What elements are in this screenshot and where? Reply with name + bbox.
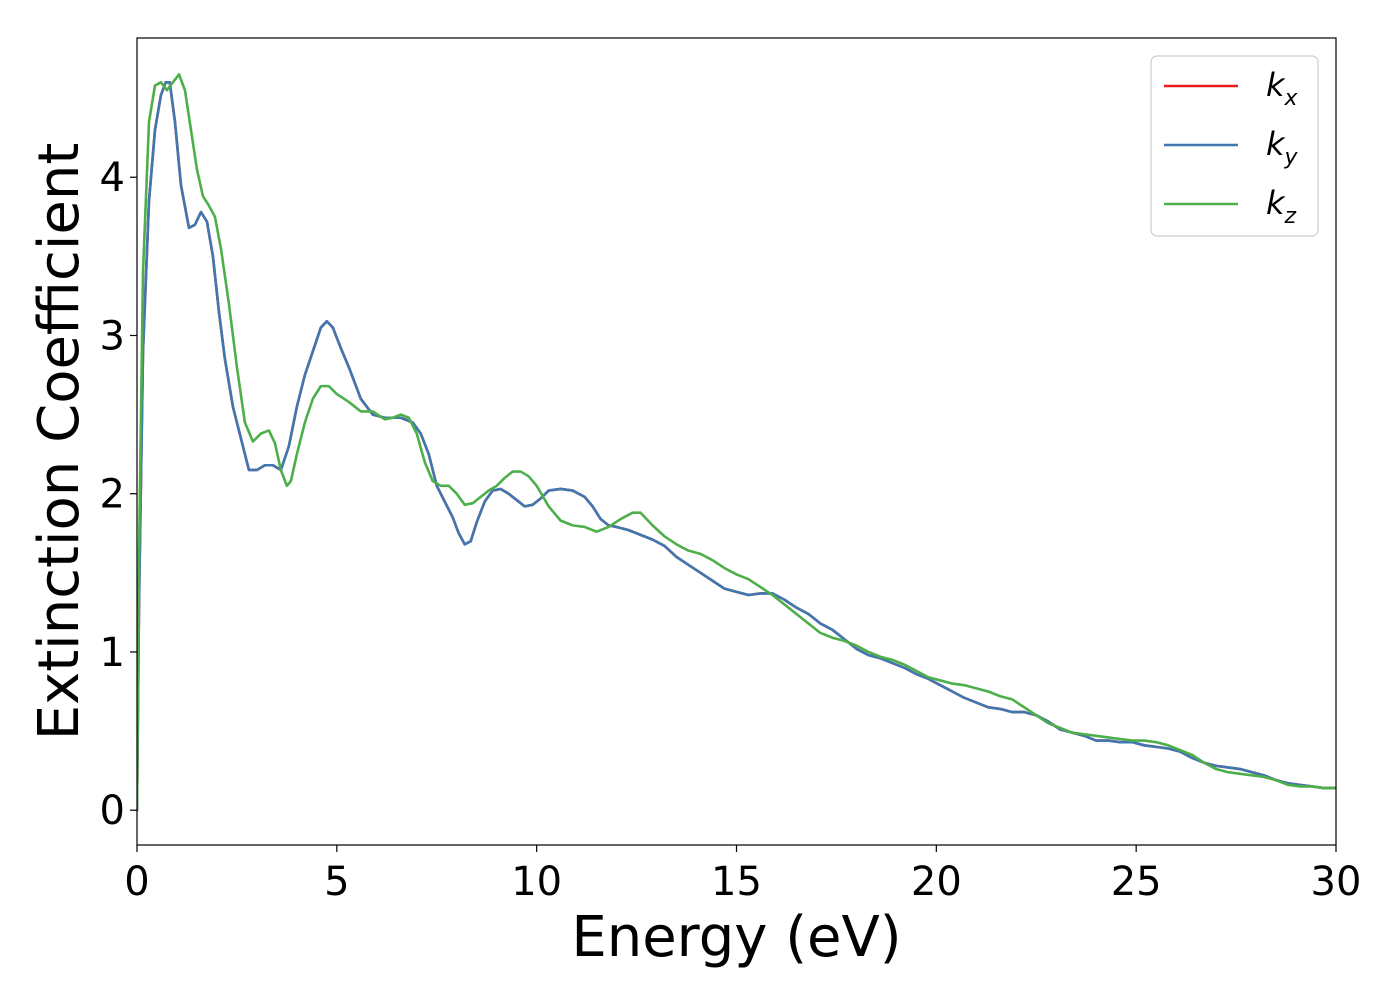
y-tick-label: 1 [100, 630, 125, 676]
legend-label-x: kx [1266, 66, 1299, 111]
x-axis-ticks: 0 5 10 15 20 25 30 [124, 845, 1361, 905]
x-tick-label: 15 [711, 859, 762, 905]
legend: kx ky kz [1150, 55, 1319, 237]
y-tick-label: 4 [100, 155, 125, 201]
y-axis-ticks: 0 1 2 3 4 [100, 155, 137, 834]
y-axis-title: Extinction Coefficient [27, 143, 92, 741]
y-tick-label: 2 [100, 472, 125, 518]
x-tick-label: 25 [1111, 859, 1162, 905]
x-tick-label: 10 [511, 859, 562, 905]
y-tick-label: 3 [100, 313, 125, 359]
x-tick-label: 20 [911, 859, 962, 905]
y-tick-label: 0 [100, 788, 125, 834]
legend-label-z: kz [1266, 184, 1297, 229]
legend-label-y: ky [1266, 125, 1299, 170]
x-axis-title: Energy (eV) [571, 905, 901, 970]
plot-lines [137, 73, 1336, 812]
x-tick-label: 5 [324, 859, 349, 905]
series-line-y [137, 81, 1336, 812]
x-tick-label: 30 [1311, 859, 1362, 905]
x-tick-label: 0 [124, 859, 149, 905]
series-line-z [137, 73, 1336, 812]
